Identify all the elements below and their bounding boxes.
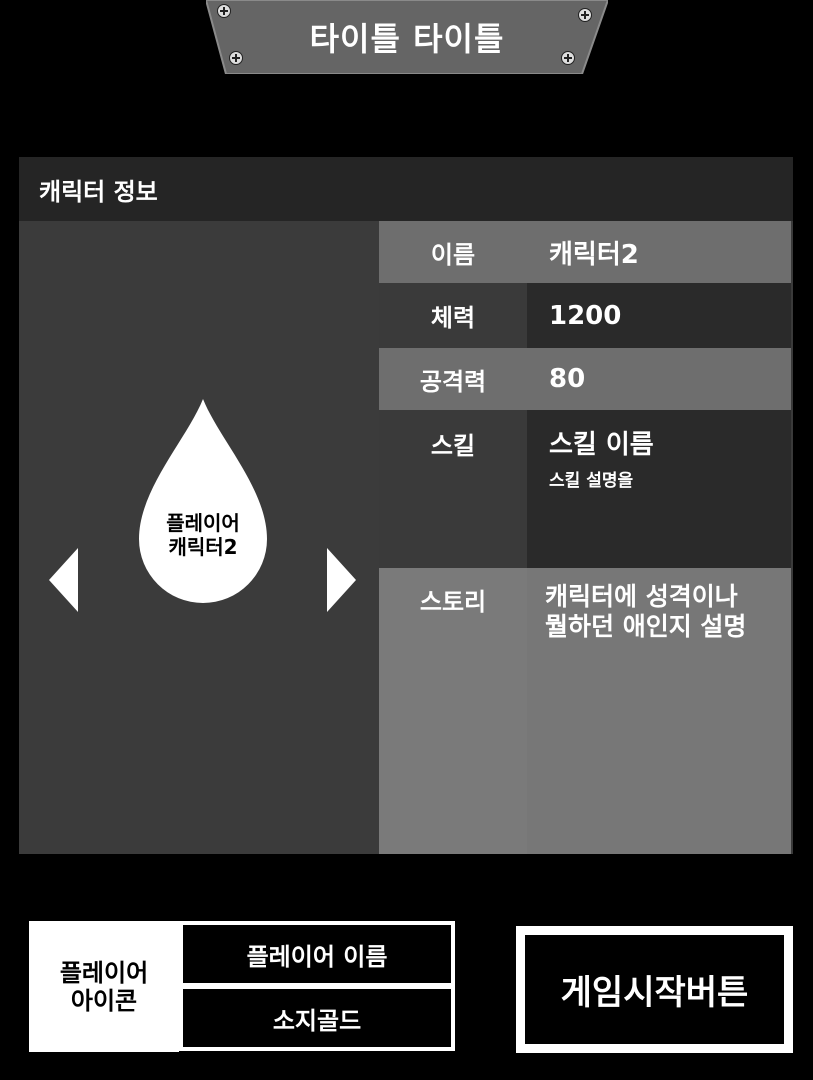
- story-line2: 뭘하던 애인지 설명: [545, 612, 747, 641]
- gold-display: 소지골드: [179, 985, 455, 1051]
- attack-key: 공격력: [379, 348, 527, 410]
- screw-icon: [229, 51, 243, 65]
- info-row-skill: 스킬 스킬 이름 스킬 설명을: [379, 410, 791, 568]
- character-label-line2: 캐릭터2: [168, 535, 238, 559]
- character-label: 플레이어 캐릭터2: [139, 511, 267, 559]
- droplet-icon: [139, 399, 267, 603]
- hp-key: 체력: [379, 283, 527, 348]
- story-key: 스토리: [379, 568, 527, 854]
- player-icon-line1: 플레이어: [59, 958, 149, 987]
- info-row-name: 이름 캐릭터2: [379, 221, 791, 283]
- player-icon-line2: 아이콘: [70, 986, 138, 1015]
- name-key: 이름: [379, 221, 527, 283]
- title-plate-shape: [206, 0, 608, 74]
- hp-value: 1200: [527, 283, 791, 348]
- attack-value: 80: [527, 348, 791, 410]
- character-info-panel: 캐릭터 정보 플레이어 캐릭터2 이름 캐릭터2 체력 1200 공격력 80 …: [19, 157, 793, 854]
- panel-header: 캐릭터 정보: [19, 157, 793, 221]
- info-row-hp: 체력 1200: [379, 283, 791, 348]
- start-game-button-label: 게임시작버튼: [525, 935, 784, 1044]
- screw-icon: [217, 4, 231, 18]
- player-icon: 플레이어 아이콘: [29, 921, 179, 1052]
- title-plate: 타이틀 타이틀: [206, 0, 608, 74]
- name-value: 캐릭터2: [527, 221, 791, 283]
- info-table: 이름 캐릭터2 체력 1200 공격력 80 스킬 스킬 이름 스킬 설명을 스…: [379, 221, 793, 854]
- story-line1: 캐릭터에 성격이나: [545, 582, 738, 611]
- info-row-story: 스토리 캐릭터에 성격이나 뭘하던 애인지 설명: [379, 568, 791, 854]
- character-label-line1: 플레이어: [166, 511, 240, 535]
- screw-icon: [561, 51, 575, 65]
- screw-icon: [578, 8, 592, 22]
- skill-value: 스킬 이름 스킬 설명을: [527, 410, 791, 568]
- skill-key: 스킬: [379, 410, 527, 568]
- left-arrow-icon[interactable]: [49, 548, 78, 612]
- skill-name: 스킬 이름: [549, 430, 654, 460]
- character-preview: 플레이어 캐릭터2: [19, 221, 379, 854]
- story-value: 캐릭터에 성격이나 뭘하던 애인지 설명: [527, 568, 791, 854]
- player-name: 플레이어 이름: [179, 921, 455, 987]
- page-title: 타이틀 타이틀: [309, 20, 505, 58]
- right-arrow-icon[interactable]: [327, 548, 356, 612]
- info-row-attack: 공격력 80: [379, 348, 791, 410]
- start-game-button[interactable]: 게임시작버튼: [516, 926, 793, 1053]
- skill-description: 스킬 설명을: [549, 471, 634, 491]
